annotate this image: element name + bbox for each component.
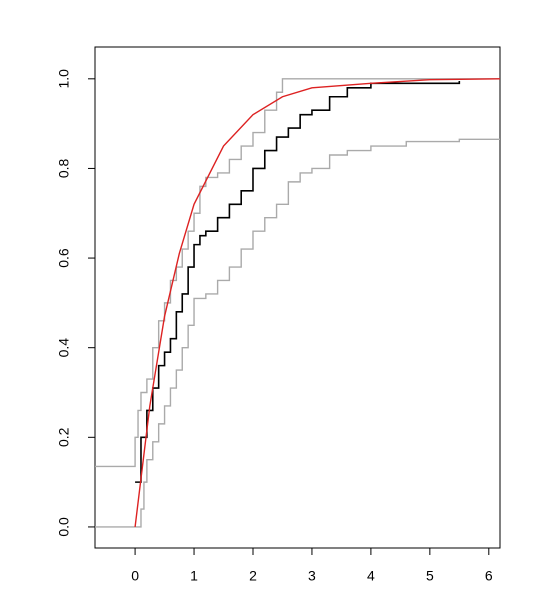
y-tick-label: 0.0: [56, 517, 72, 537]
series-line: [95, 138, 500, 528]
y-tick-label: 0.4: [56, 338, 72, 358]
y-tick-label: 0.8: [56, 158, 72, 178]
x-tick-label: 1: [190, 568, 198, 584]
series-line: [135, 81, 461, 483]
y-tick-label: 1.0: [56, 69, 72, 89]
x-tick-label: 6: [485, 568, 493, 584]
x-tick-label: 4: [367, 568, 375, 584]
x-tick-label: 2: [249, 568, 257, 584]
x-tick-label: 0: [131, 568, 139, 584]
plot-frame: [94, 46, 501, 549]
y-tick-label: 0.2: [56, 427, 72, 447]
x-tick-label: 5: [426, 568, 434, 584]
x-tick-label: 3: [308, 568, 316, 584]
series-line: [134, 78, 501, 528]
y-tick-label: 0.6: [56, 248, 72, 268]
series-line: [95, 78, 500, 468]
